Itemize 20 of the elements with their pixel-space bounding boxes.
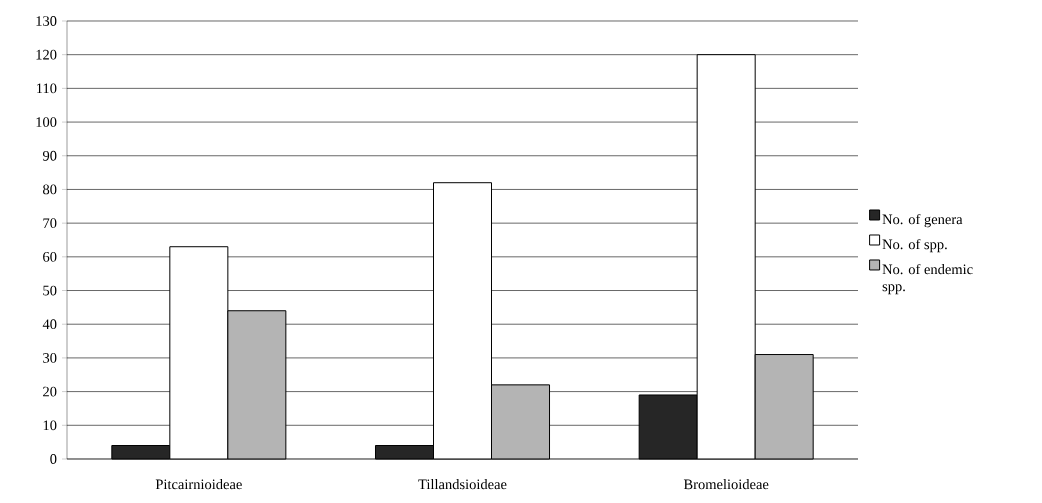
y-tick-label: 80 xyxy=(43,184,57,195)
y-tick-label: 100 xyxy=(36,117,57,127)
legend-label: No. of spp. xyxy=(882,238,947,253)
y-tick-label: 10 xyxy=(43,420,57,431)
legend-label: No. of genera xyxy=(882,213,963,228)
y-tick-label: 60 xyxy=(43,251,57,262)
y-tick-label: 50 xyxy=(43,285,57,296)
y-tick-label: 120 xyxy=(36,49,57,60)
x-tick-label: Tillandsioideae xyxy=(418,479,507,490)
x-tick-label: Pitcairnioideae xyxy=(155,479,242,490)
y-tick-label: 20 xyxy=(43,386,57,397)
y-tick-label: 110 xyxy=(37,83,57,94)
y-tick-label: 40 xyxy=(42,319,57,330)
legend-label: No. of endemic spp. xyxy=(882,263,973,295)
y-tick-label: 0 xyxy=(50,454,57,464)
x-tick-label: Bromelioideae xyxy=(683,479,769,490)
y-tick-label: 30 xyxy=(43,353,57,363)
y-tick-label: 130 xyxy=(36,16,57,26)
y-tick-label: 90 xyxy=(42,150,57,161)
y-tick-label: 70 xyxy=(43,218,57,229)
